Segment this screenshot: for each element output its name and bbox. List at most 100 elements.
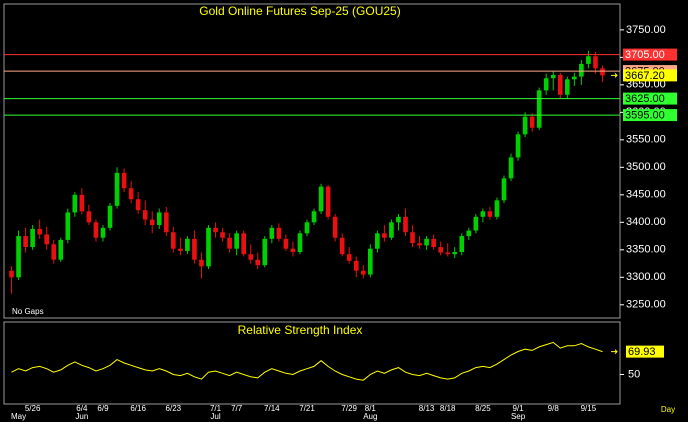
y-tick-label: 3650.00 bbox=[626, 79, 666, 91]
candle-body bbox=[360, 270, 366, 275]
candle-body bbox=[135, 199, 141, 211]
candle-body bbox=[171, 232, 176, 249]
candle-body bbox=[114, 172, 120, 206]
candle-body bbox=[431, 238, 436, 248]
candle-body bbox=[107, 205, 113, 228]
level-label-bg bbox=[623, 48, 677, 61]
candle-body bbox=[452, 252, 458, 255]
candle-body bbox=[9, 270, 14, 278]
candle-body bbox=[389, 222, 394, 238]
candle-body bbox=[557, 74, 563, 95]
x-tick-label: 8/18 bbox=[440, 404, 456, 413]
candle-body bbox=[396, 216, 401, 223]
candle-body bbox=[311, 211, 317, 223]
candle-body bbox=[424, 238, 429, 246]
candle-body bbox=[269, 227, 275, 239]
candle-body bbox=[529, 116, 535, 128]
candle-body bbox=[466, 230, 472, 237]
price-panel bbox=[3, 3, 621, 319]
level-label: 3595.00 bbox=[625, 109, 665, 121]
rsi-line bbox=[11, 341, 603, 381]
y-tick-label: 3750.00 bbox=[626, 24, 666, 36]
candle-body bbox=[297, 233, 303, 253]
candle-body bbox=[51, 244, 57, 260]
x-tick-label: 9/8 bbox=[548, 404, 560, 413]
x-tick-label: 8/13 bbox=[419, 404, 435, 413]
level-label: 3625.00 bbox=[625, 93, 665, 105]
y-tick-label: 50 bbox=[628, 368, 640, 380]
candle-body bbox=[213, 227, 218, 233]
candle-body bbox=[508, 157, 514, 179]
x-tick-label: 5/26 bbox=[25, 404, 41, 413]
candle-body bbox=[23, 236, 28, 248]
candle-body bbox=[417, 243, 422, 246]
candle-body bbox=[30, 228, 35, 248]
candle-body bbox=[58, 239, 64, 260]
x-tick-label: 7/29 bbox=[341, 404, 357, 413]
x-tick-label: 7/14 bbox=[264, 404, 280, 413]
candle-body bbox=[234, 233, 239, 249]
x-tick-label: 6/16 bbox=[130, 404, 146, 413]
candle-body bbox=[480, 211, 486, 217]
x-tick-label: 9/1 bbox=[512, 404, 524, 413]
last-price-arrow bbox=[611, 73, 618, 78]
note: No Gaps bbox=[12, 307, 44, 316]
x-tick-label: 6/23 bbox=[166, 404, 182, 413]
month-label: May bbox=[11, 412, 26, 421]
candle-body bbox=[522, 116, 528, 135]
candle-body bbox=[283, 238, 289, 249]
rsi-title: Relative Strength Index bbox=[238, 323, 363, 337]
rsi-last-bg bbox=[626, 345, 664, 358]
candle-body bbox=[16, 236, 21, 278]
last-price-label: 3667.20 bbox=[625, 70, 665, 82]
candle-body bbox=[44, 234, 50, 245]
y-tick-label: 3450.00 bbox=[626, 189, 666, 201]
candle-body bbox=[332, 216, 338, 238]
candle-body bbox=[593, 56, 598, 69]
x-tick-label: 7/21 bbox=[299, 404, 315, 413]
candle-body bbox=[515, 134, 521, 158]
candle-body bbox=[72, 194, 78, 213]
candle-body bbox=[178, 248, 183, 251]
level-label: 3705.00 bbox=[625, 49, 665, 61]
candle-body bbox=[100, 227, 106, 238]
month-label: Jun bbox=[75, 412, 88, 421]
candle-body bbox=[501, 178, 507, 201]
candle-body bbox=[192, 238, 197, 260]
candle-body bbox=[550, 74, 556, 79]
last-price-bg bbox=[623, 69, 677, 82]
candle-body bbox=[346, 254, 352, 261]
x-tick-label: 7/7 bbox=[231, 404, 243, 413]
y-tick-label: 3400.00 bbox=[626, 216, 666, 228]
candle-body bbox=[304, 222, 310, 234]
y-tick-label: 3500.00 bbox=[626, 161, 666, 173]
rsi-last-label: 69.93 bbox=[628, 346, 656, 358]
level-label-bg bbox=[623, 109, 677, 122]
candle-body bbox=[459, 236, 465, 253]
candle-body bbox=[220, 232, 225, 238]
candle-body bbox=[445, 252, 451, 255]
x-tick-label: 8/25 bbox=[475, 404, 491, 413]
candle-body bbox=[487, 211, 493, 217]
candle-body bbox=[255, 259, 261, 266]
candle-body bbox=[185, 238, 190, 251]
candle-body bbox=[65, 212, 71, 240]
candle-body bbox=[276, 227, 282, 239]
candle-body bbox=[325, 186, 331, 217]
candle-body bbox=[37, 228, 42, 235]
x-tick-label: 9/15 bbox=[581, 404, 597, 413]
candle-body bbox=[318, 186, 324, 212]
rsi-panel bbox=[3, 321, 621, 405]
candle-body bbox=[227, 237, 232, 249]
candle-body bbox=[438, 247, 443, 253]
month-label: Aug bbox=[363, 412, 377, 421]
x-tick-label: 7/1 bbox=[210, 404, 222, 413]
month-label: Sep bbox=[511, 412, 526, 421]
candle-body bbox=[536, 90, 542, 128]
candle-body bbox=[579, 63, 584, 77]
candle-body bbox=[121, 172, 127, 189]
candle-body bbox=[572, 76, 577, 80]
candle-body bbox=[375, 233, 380, 249]
candle-body bbox=[290, 248, 296, 253]
